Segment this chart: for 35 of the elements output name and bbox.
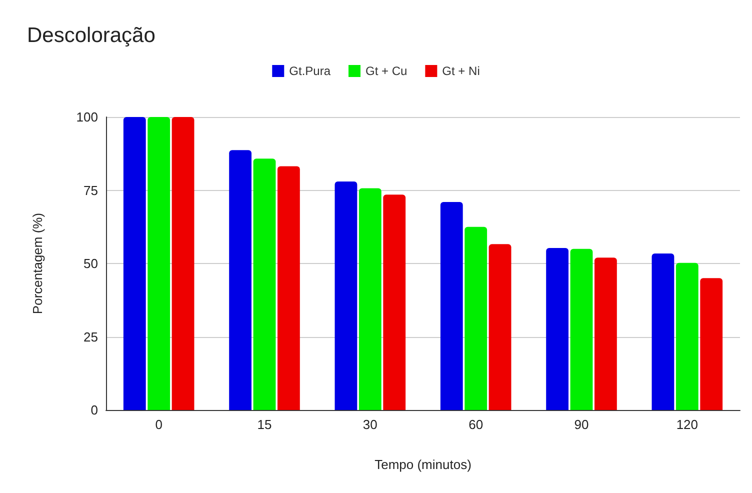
y-tick-label: 75 (84, 182, 98, 198)
bar (440, 202, 463, 410)
bar (123, 117, 146, 410)
y-tick-label: 100 (76, 110, 98, 124)
legend-label: Gt.Pura (289, 64, 331, 78)
bar (383, 194, 406, 410)
bar (334, 181, 358, 410)
bar (172, 117, 194, 410)
y-axis-title: Porcentagem (%) (30, 212, 45, 314)
x-axis-title: Tempo (minutos) (374, 457, 472, 472)
bar (253, 158, 276, 410)
bar (594, 258, 617, 410)
bar (676, 262, 698, 410)
x-tick-label: 60 (468, 417, 484, 432)
y-tick-label: 50 (84, 256, 98, 271)
x-tick-label: 120 (676, 417, 698, 432)
bar (570, 248, 593, 410)
bar (700, 278, 723, 410)
x-tick-label: 90 (574, 417, 589, 432)
bar (229, 150, 252, 410)
y-tick-label: 0 (90, 402, 98, 418)
bar (464, 226, 488, 410)
bar (546, 248, 569, 410)
legend-label: Gt + Ni (442, 64, 480, 78)
legend-label: Gt + Cu (365, 64, 408, 78)
bar (488, 244, 512, 410)
x-tick-label: 15 (257, 417, 272, 432)
chart-title: Descoloração (27, 24, 156, 47)
bar (277, 166, 300, 410)
x-tick-label: 30 (362, 417, 378, 432)
bar (358, 188, 382, 410)
y-tick-label: 25 (84, 329, 98, 344)
bar (652, 254, 674, 410)
x-tick-label: 0 (155, 417, 162, 432)
bar (148, 117, 170, 410)
